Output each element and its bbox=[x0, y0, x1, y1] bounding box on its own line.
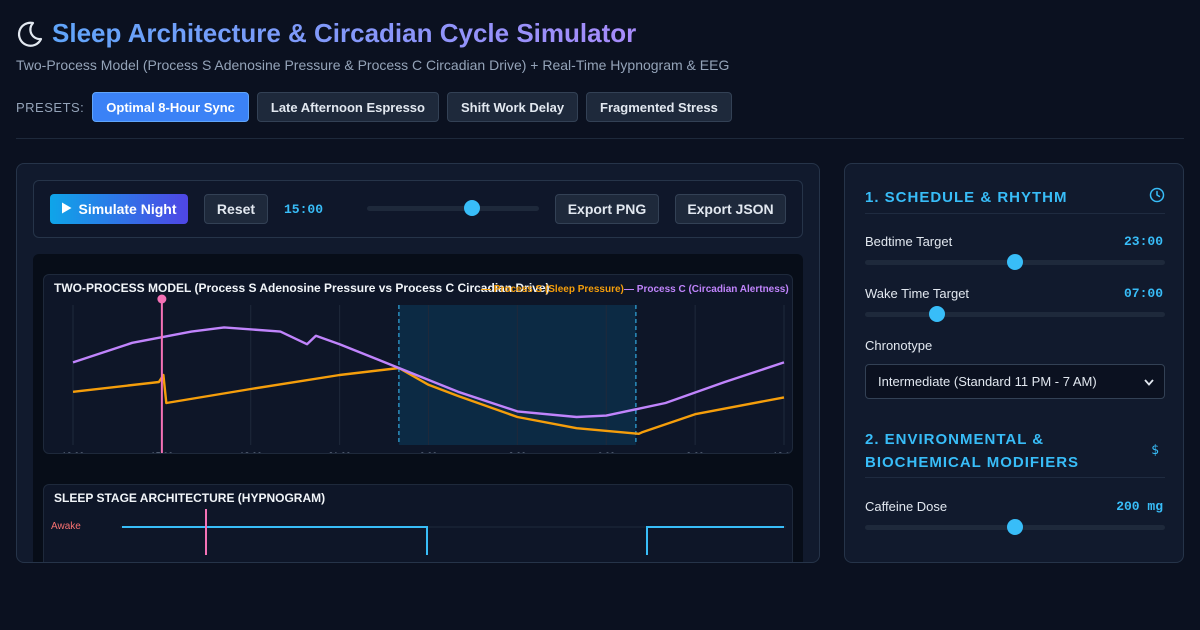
environment-section-title: 2. ENVIRONMENTAL & BIOCHEMICAL MODIFIERS bbox=[865, 428, 1079, 474]
preset-fragmented-stress-button[interactable]: Fragmented Stress bbox=[586, 92, 732, 122]
current-time-readout: 15:00 bbox=[284, 202, 324, 217]
wake-time-label: Wake Time Target bbox=[865, 286, 970, 301]
preset-optimal-sync-button[interactable]: Optimal 8-Hour Sync bbox=[92, 92, 249, 122]
environment-title-line2: BIOCHEMICAL MODIFIERS bbox=[865, 453, 1080, 471]
wake-time-value: 07:00 bbox=[1123, 286, 1163, 301]
page-header: Sleep Architecture & Circadian Cycle Sim… bbox=[16, 18, 729, 73]
two-process-chart: 12:0015:0018:0021:000:003:006:009:0012:0… bbox=[43, 274, 793, 454]
modifier-icon: $ bbox=[1151, 443, 1159, 458]
wake-time-slider-thumb[interactable] bbox=[929, 306, 945, 322]
x-tick-label: 18:00 bbox=[239, 451, 262, 454]
environment-section-header: 2. ENVIRONMENTAL & BIOCHEMICAL MODIFIERS… bbox=[865, 424, 1165, 478]
preset-shift-work-button[interactable]: Shift Work Delay bbox=[446, 92, 579, 122]
caffeine-value: 200 mg bbox=[1116, 499, 1163, 514]
current-time-marker-dot bbox=[157, 294, 167, 304]
chronotype-label: Chronotype bbox=[865, 338, 933, 353]
playback-toolbar: Simulate Night Reset 15:00 Export PNG Ex… bbox=[33, 180, 803, 238]
hypnogram-title: SLEEP STAGE ARCHITECTURE (HYPNOGRAM) bbox=[54, 491, 326, 505]
bedtime-slider-thumb[interactable] bbox=[1007, 254, 1023, 270]
process-s-line bbox=[72, 366, 785, 435]
reset-button[interactable]: Reset bbox=[204, 194, 268, 224]
export-png-button[interactable]: Export PNG bbox=[555, 194, 659, 224]
x-tick-label: 3:00 bbox=[509, 451, 527, 454]
title-row: Sleep Architecture & Circadian Cycle Sim… bbox=[16, 18, 729, 49]
two-process-title: TWO-PROCESS MODEL (Process S Adenosine P… bbox=[54, 281, 550, 295]
x-tick-label: 12:00 bbox=[773, 451, 793, 454]
visualization-area: 12:0015:0018:0021:000:003:006:009:0012:0… bbox=[33, 254, 803, 562]
legend-process-s: — Process S (Sleep Pressure) bbox=[481, 284, 624, 295]
hypnogram-trace-awake-end bbox=[646, 526, 784, 555]
process-c-line bbox=[72, 326, 785, 419]
x-tick-label: 9:00 bbox=[686, 451, 704, 454]
page-title: Sleep Architecture & Circadian Cycle Sim… bbox=[52, 18, 637, 48]
stage-label-awake: Awake bbox=[51, 521, 81, 532]
chronotype-select[interactable]: Intermediate (Standard 11 PM - 7 AM) bbox=[865, 364, 1165, 399]
x-tick-label: 0:00 bbox=[420, 451, 438, 454]
presets-label: PRESETS: bbox=[16, 99, 85, 115]
preset-late-espresso-button[interactable]: Late Afternoon Espresso bbox=[256, 92, 439, 122]
wake-time-slider[interactable] bbox=[865, 312, 1165, 317]
header-divider bbox=[16, 138, 1184, 139]
chevron-down-icon bbox=[1144, 374, 1154, 389]
play-icon bbox=[61, 201, 72, 217]
page-subtitle: Two-Process Model (Process S Adenosine P… bbox=[16, 57, 730, 73]
timeline-slider[interactable] bbox=[367, 206, 539, 211]
simulate-night-button[interactable]: Simulate Night bbox=[50, 194, 188, 224]
legend-process-c: — Process C (Circadian Alertness) bbox=[624, 284, 789, 295]
x-tick-label: 21:00 bbox=[328, 451, 351, 454]
chronotype-selected-value: Intermediate (Standard 11 PM - 7 AM) bbox=[878, 374, 1097, 389]
simulate-night-label: Simulate Night bbox=[78, 201, 177, 217]
simulation-panel: Simulate Night Reset 15:00 Export PNG Ex… bbox=[16, 163, 820, 563]
hypnogram-trace-awake-start bbox=[122, 526, 428, 555]
export-json-button[interactable]: Export JSON bbox=[675, 194, 786, 224]
schedule-section-header: 1. SCHEDULE & RHYTHM bbox=[865, 182, 1165, 214]
bedtime-value: 23:00 bbox=[1123, 234, 1163, 249]
moon-icon bbox=[16, 20, 44, 48]
timeline-slider-thumb[interactable] bbox=[463, 200, 480, 216]
two-process-plot: 12:0015:0018:0021:000:003:006:009:0012:0… bbox=[62, 294, 793, 454]
caffeine-slider-thumb[interactable] bbox=[1007, 519, 1023, 535]
clock-icon bbox=[1149, 187, 1165, 208]
hypnogram-plot bbox=[120, 509, 786, 555]
hypnogram-chart: SLEEP STAGE ARCHITECTURE (HYPNOGRAM) Awa… bbox=[43, 484, 793, 562]
bedtime-label: Bedtime Target bbox=[865, 234, 953, 249]
presets-bar: PRESETS: Optimal 8-Hour Sync Late Aftern… bbox=[16, 92, 732, 122]
x-tick-label: 6:00 bbox=[597, 451, 615, 454]
x-tick-label: 12:00 bbox=[62, 451, 85, 454]
schedule-section-title: 1. SCHEDULE & RHYTHM bbox=[865, 189, 1068, 206]
environment-title-line1: 2. ENVIRONMENTAL & bbox=[865, 430, 1045, 448]
settings-panel: 1. SCHEDULE & RHYTHM Bedtime Target 23:0… bbox=[844, 163, 1184, 563]
caffeine-label: Caffeine Dose bbox=[865, 499, 948, 514]
